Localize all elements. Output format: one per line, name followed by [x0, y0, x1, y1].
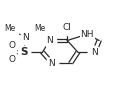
Text: N: N [48, 58, 55, 68]
Text: N: N [23, 33, 29, 42]
Text: Me: Me [4, 24, 15, 33]
Text: N: N [46, 36, 53, 45]
Text: S: S [20, 47, 27, 57]
Text: NH: NH [81, 30, 94, 39]
Text: N: N [91, 48, 98, 57]
Text: O: O [8, 40, 15, 50]
Text: O: O [8, 55, 15, 64]
Text: Cl: Cl [63, 22, 72, 32]
Text: Me: Me [34, 24, 46, 33]
